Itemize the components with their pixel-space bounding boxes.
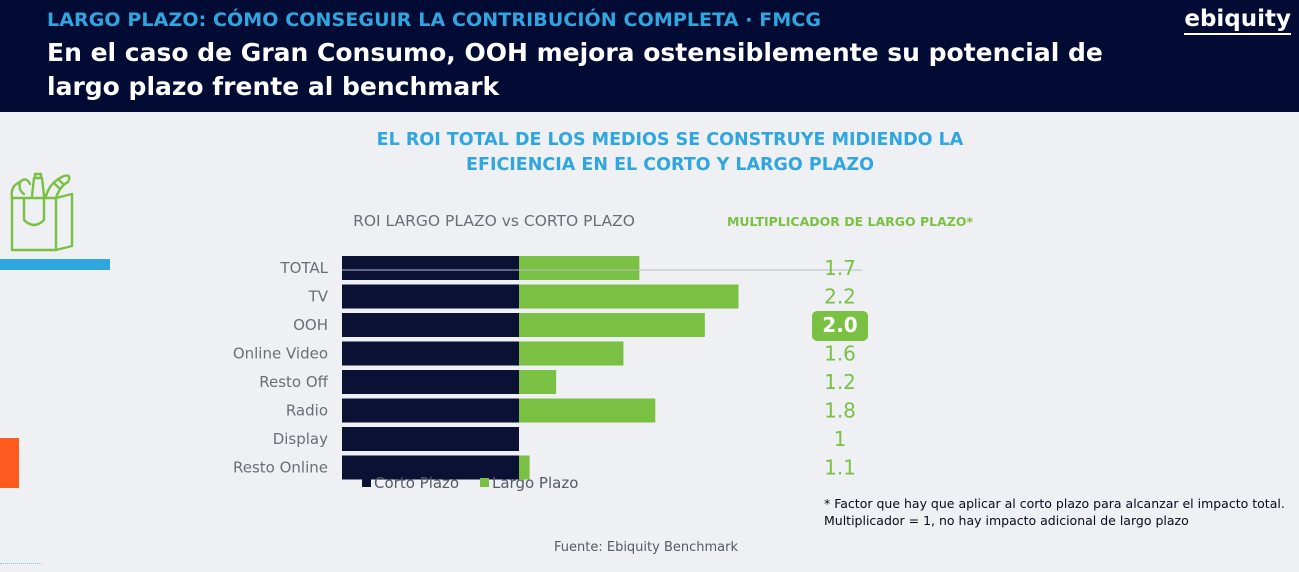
multiplier-value-total: 1.7 [824,256,856,280]
brand-logo: ebiquity [1184,6,1291,35]
legend-swatch-largo-plazo [480,478,489,487]
multiplier-value-ooh: 2.0 [822,313,857,337]
category-label-display: Display [273,430,328,448]
accent-bar-blue [0,259,110,270]
footnote: * Factor que hay que aplicar al corto pl… [824,496,1285,528]
bar-largo-tv [519,284,739,309]
multiplier-value-radio: 1.8 [824,399,856,423]
multiplier-value-resto-off: 1.2 [824,370,856,394]
category-label-resto-off: Resto Off [259,373,328,391]
bar-corto-radio [342,398,519,423]
category-label-online-video: Online Video [233,345,328,363]
bar-largo-ooh [519,313,705,337]
bar-largo-resto-online [519,455,530,480]
category-label-resto-online: Resto Online [233,459,328,477]
bar-corto-online-video [342,341,519,366]
bar-corto-total [342,256,519,280]
bar-corto-tv [342,284,519,309]
category-label-tv: TV [308,288,329,306]
source-note: Fuente: Ebiquity Benchmark [554,540,738,555]
bar-largo-radio [519,398,656,423]
multiplier-value-tv: 2.2 [824,285,856,309]
decorative-corner-mark [0,563,42,572]
page-title: En el caso de Gran Consumo, OOH mejora o… [47,38,1103,101]
header-banner: LARGO PLAZO: CÓMO CONSEGUIR LA CONTRIBUC… [0,0,1299,112]
legend-label-corto-plazo: Corto Plazo [374,474,459,492]
multiplier-highlight-box [812,311,868,341]
multiplier-title: MULTIPLICADOR DE LARGO PLAZO* [727,214,974,229]
multiplier-value-online-video: 1.6 [824,342,856,366]
category-label-ooh: OOH [293,316,328,334]
legend-swatch-corto-plazo [362,478,371,487]
legend-label-largo-plazo: Largo Plazo [492,474,578,492]
bar-largo-total [519,256,640,280]
multiplier-value-display: 1 [834,427,847,451]
section-kicker: LARGO PLAZO: CÓMO CONSEGUIR LA CONTRIBUC… [47,9,822,31]
bar-corto-resto-off [342,370,519,394]
multiplier-value-resto-online: 1.1 [824,456,856,480]
accent-bar-orange [0,438,19,488]
chart-title: ROI LARGO PLAZO vs CORTO PLAZO [353,212,635,230]
shopping-bag-groceries-icon [6,172,78,260]
bar-largo-online-video [519,341,624,366]
chart-legend: Corto Plazo Largo Plazo [362,474,578,492]
bar-corto-display [342,427,519,451]
category-label-total: TOTAL [279,259,328,277]
chart-subtitle: EL ROI TOTAL DE LOS MEDIOS SE CONSTRUYE … [376,130,964,175]
bar-corto-resto-online [342,455,519,480]
category-label-radio: Radio [286,402,328,420]
bar-corto-ooh [342,313,519,337]
bar-largo-resto-off [519,370,557,394]
